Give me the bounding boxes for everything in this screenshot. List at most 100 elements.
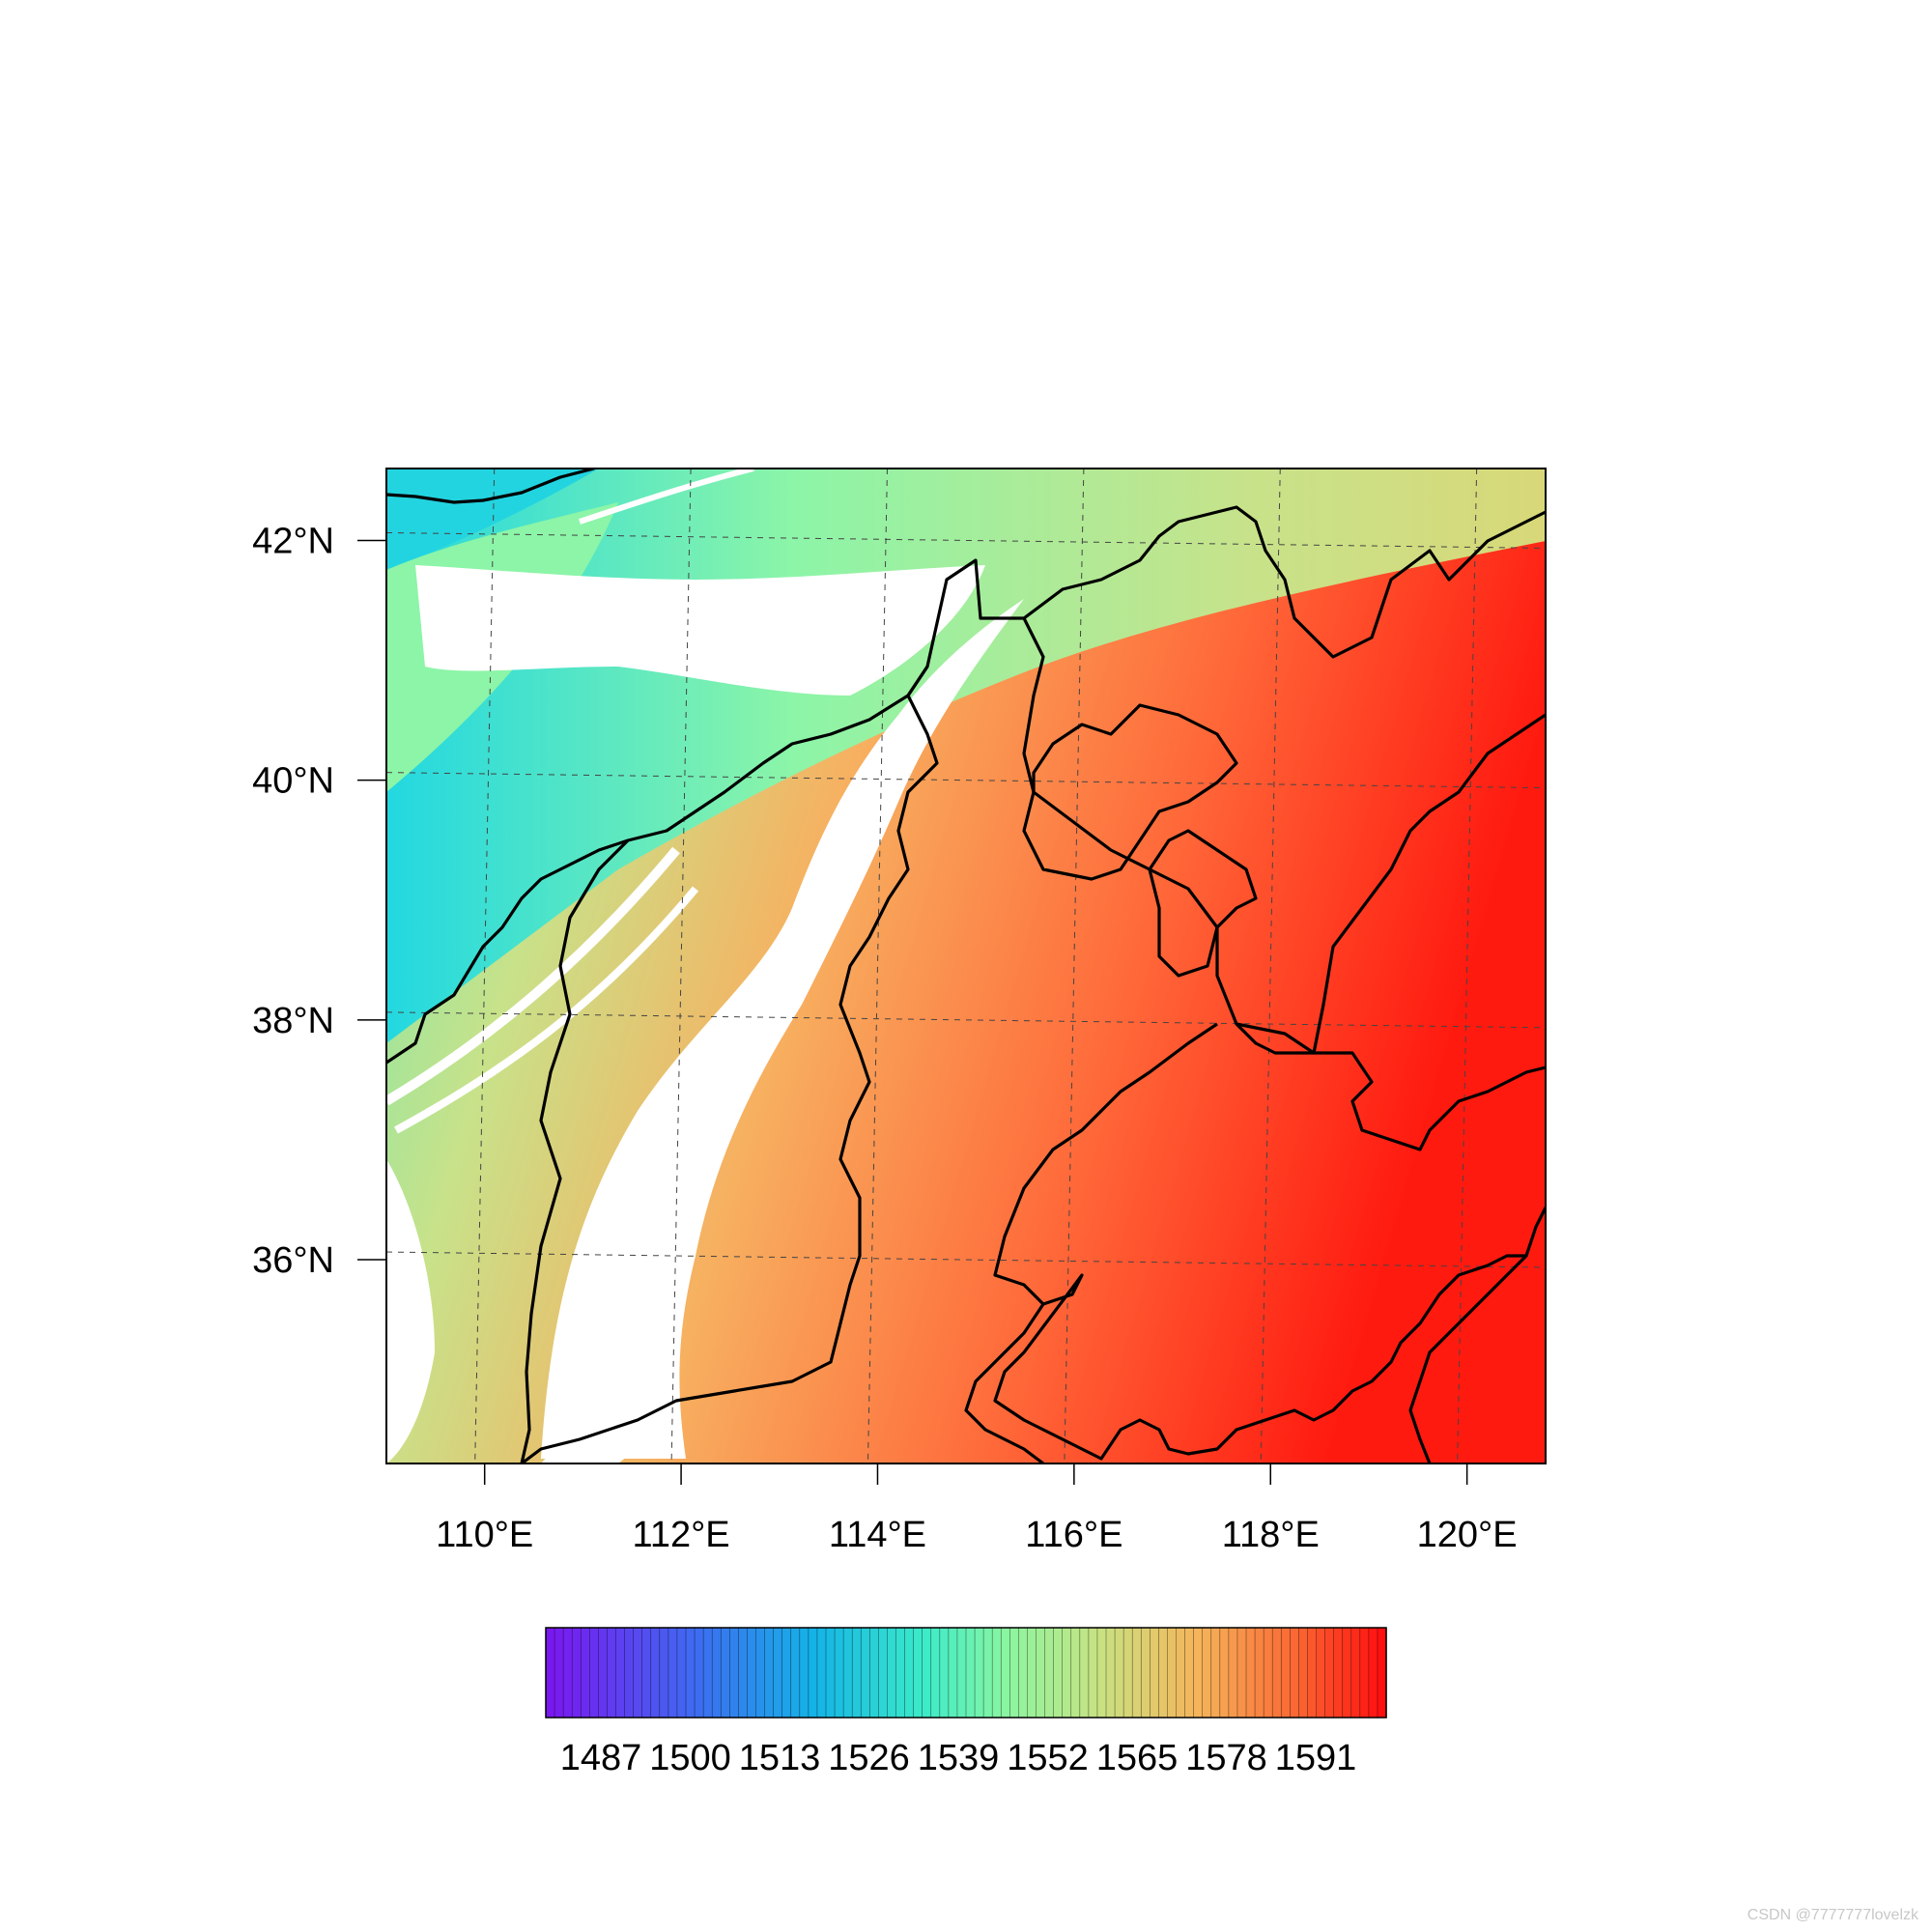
boundary-shandong-south [993, 1254, 1526, 1461]
missing-region-west [386, 1159, 435, 1463]
boundary-shanxi-east [521, 666, 939, 1463]
streak-3 [579, 469, 754, 525]
colorbar-segment [1140, 1627, 1151, 1719]
colorbar-segment [1150, 1627, 1160, 1719]
boundary-hebei-south [964, 1022, 1218, 1463]
colorbar-segment [913, 1627, 923, 1719]
colorbar-segment [554, 1627, 564, 1719]
colorbar-segment [869, 1627, 880, 1719]
colorbar-segment [825, 1627, 836, 1719]
colorbar-segment [650, 1627, 661, 1719]
colorbar-segment [1377, 1627, 1387, 1719]
colorbar-segment [895, 1627, 906, 1719]
meridian-line [670, 469, 692, 1463]
missing-region-sw [541, 1381, 676, 1463]
colorbar-segment [720, 1627, 731, 1719]
colorbar-segment [747, 1627, 757, 1719]
colorbar-frame [545, 1627, 1387, 1719]
colorbar-segment [1044, 1627, 1055, 1719]
colorbar-segment [607, 1627, 617, 1719]
colorbar-segment [1333, 1627, 1344, 1719]
meridian-line [1064, 469, 1085, 1463]
colorbar-segment [799, 1627, 810, 1719]
colorbar-segment [694, 1627, 704, 1719]
colorbar-segment [764, 1627, 775, 1719]
colorbar-segment [668, 1627, 678, 1719]
colorbar-segment [1350, 1627, 1361, 1719]
colorbar-segment [1271, 1627, 1282, 1719]
lon-tick-label: 110°E [436, 1515, 533, 1555]
colorbar-labels: 1487 1500 1513 1526 1539 1552 1565 1578 1591 [560, 1738, 1357, 1778]
colorbar-segment [1105, 1627, 1116, 1719]
colorbar-segment [659, 1627, 669, 1719]
colorbar-segment [1245, 1627, 1256, 1719]
colorbar-segment [1324, 1627, 1335, 1719]
colorbar-segment [1167, 1627, 1178, 1719]
colorbar-segment [571, 1627, 582, 1719]
graticule [386, 469, 1546, 1463]
meridian-line [867, 469, 888, 1463]
colorbar-segment [1316, 1627, 1326, 1719]
colorbar-segment [1342, 1627, 1352, 1719]
colorbar-segment [1158, 1627, 1169, 1719]
colorbar-segment [755, 1627, 766, 1719]
colorbar-label: 1526 [828, 1738, 910, 1778]
colorbar-segment [711, 1627, 722, 1719]
colorbar-segment [1036, 1627, 1046, 1719]
colorbar-segment [1009, 1627, 1020, 1719]
colorbar-segment [1254, 1627, 1264, 1719]
longitude-axis: 110°E 112°E 114°E 116°E 118°E 120°E [436, 1463, 1518, 1555]
colorbar-segment [956, 1627, 967, 1719]
colorbar-segment [781, 1627, 792, 1719]
colorbar-segment [1027, 1627, 1037, 1719]
colorbar-segment [878, 1627, 889, 1719]
colorbar-segment [1359, 1627, 1370, 1719]
boundary-shanxi-west [520, 838, 630, 1463]
parallel-line [386, 1011, 1546, 1029]
colorbar-segment [1368, 1627, 1378, 1719]
lat-tick-label: 36°N [252, 1240, 334, 1281]
colorbar-label: 1539 [918, 1738, 1000, 1778]
colorbar-segment [1193, 1627, 1204, 1719]
colorbar-segment [851, 1627, 862, 1719]
parallel-line [386, 772, 1546, 789]
colorbar-segment [948, 1627, 958, 1719]
lon-tick-label: 116°E [1025, 1515, 1122, 1555]
lon-tick-label: 118°E [1222, 1515, 1320, 1555]
colorbar-segment [1131, 1627, 1142, 1719]
colorbar-segment [842, 1627, 853, 1719]
colorbar-segment [685, 1627, 696, 1719]
colorbar-segment [598, 1627, 609, 1719]
lon-tick-label: 114°E [829, 1515, 926, 1555]
boundary-coast-east [1408, 1207, 1546, 1463]
colorbar-segment [615, 1627, 626, 1719]
lon-tick-label: 112°E [633, 1515, 730, 1555]
colorbar-segment [1228, 1627, 1238, 1719]
meridian-line [1260, 469, 1281, 1463]
colorbar-segment [808, 1627, 818, 1719]
lat-tick-label: 40°N [252, 761, 334, 802]
colorbar-segment [1070, 1627, 1081, 1719]
colorbar-label: 1578 [1185, 1738, 1267, 1778]
boundary-tianjin [1148, 829, 1258, 978]
colorbar-segment [1062, 1627, 1072, 1719]
colorbar-label: 1500 [649, 1738, 731, 1778]
colorbar-segment [904, 1627, 915, 1719]
colorbar-segment [860, 1627, 871, 1719]
streak-1 [386, 846, 680, 1106]
colorbar-label: 1513 [739, 1738, 821, 1778]
colorbar-segment [1236, 1627, 1247, 1719]
colorbar-segment [965, 1627, 976, 1719]
colorbar-segment [1290, 1627, 1300, 1719]
colorbar-segment [834, 1627, 844, 1719]
colorbar-segment [1219, 1627, 1230, 1719]
colorbar-label: 1487 [560, 1738, 642, 1778]
colorbar-segment [738, 1627, 749, 1719]
colorbar-segment [922, 1627, 932, 1719]
field-cyan-corner [386, 469, 599, 570]
colorbar [545, 1627, 1387, 1719]
meridian-line [1457, 469, 1478, 1463]
colorbar-label: 1565 [1096, 1738, 1179, 1778]
colorbar-segment [773, 1627, 783, 1719]
parallel-line [386, 1251, 1546, 1268]
